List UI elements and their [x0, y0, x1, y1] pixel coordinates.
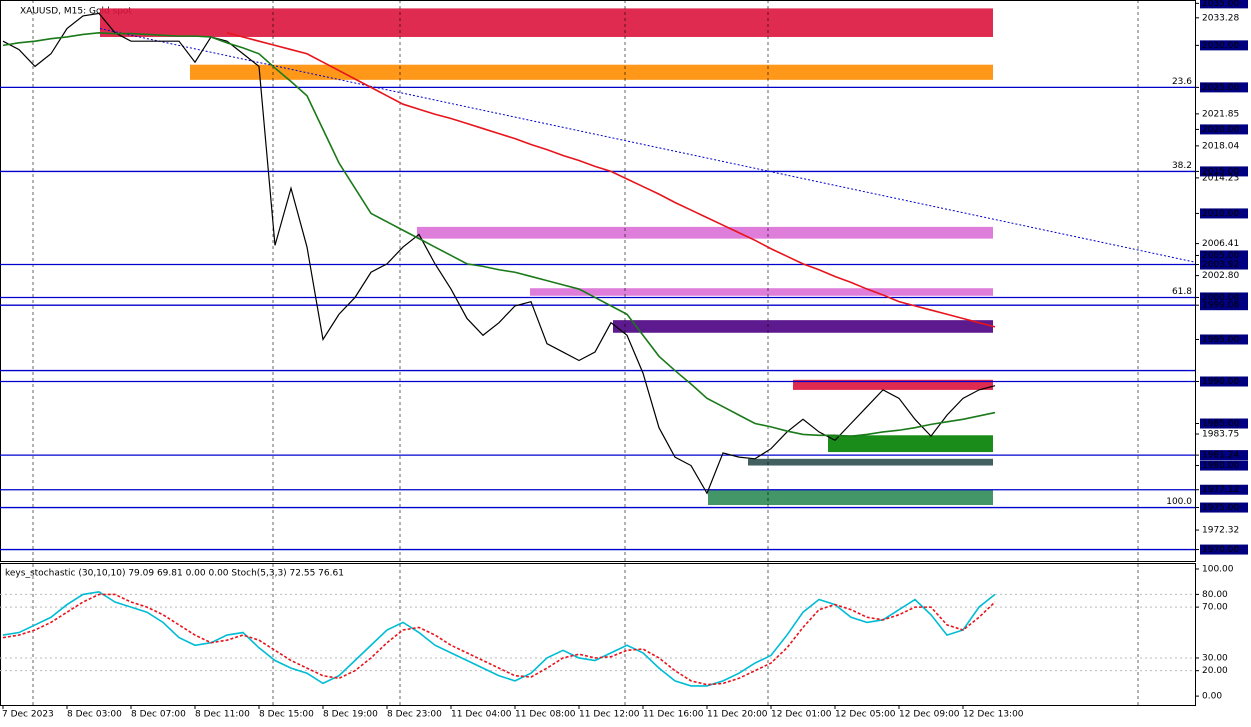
fib-label: 61.8 — [1172, 287, 1192, 297]
y-tick-label: 100.00 — [1202, 564, 1234, 574]
y-tick-label: 0.00 — [1202, 692, 1222, 702]
series-line — [2, 591, 996, 687]
y-tick-label: 1981.24 — [1202, 451, 1239, 461]
y-tick-label: 2021.85 — [1202, 109, 1239, 119]
x-tick-label: 12 Dec 09:00 — [899, 710, 960, 720]
x-tick-label: 11 Dec 16:00 — [643, 710, 704, 720]
y-tick-label: 2003.92 — [1202, 260, 1239, 270]
trendline — [99, 28, 1196, 263]
fib-label: 38.2 — [1172, 161, 1192, 171]
y-tick-box — [1200, 166, 1248, 177]
y-tick-box — [1200, 259, 1248, 270]
x-tick-label: 12 Dec 05:00 — [835, 710, 896, 720]
y-tick-label: 1977.12 — [1202, 485, 1239, 495]
y-tick-label: 2002.80 — [1202, 271, 1239, 281]
y-tick-label: 1985.00 — [1202, 419, 1239, 429]
y-tick-label: 2000.00 — [1202, 293, 1239, 303]
y-tick-box — [1200, 40, 1248, 51]
y-tick-box — [1200, 208, 1248, 219]
y-tick-label: 80.00 — [1202, 590, 1228, 600]
y-tick-label: 1975.00 — [1202, 503, 1239, 513]
x-tick-label: 8 Dec 15:00 — [259, 710, 314, 720]
x-tick-label: 8 Dec 11:00 — [195, 710, 250, 720]
y-tick-box — [1200, 484, 1248, 495]
fib-label: 23.6 — [1172, 77, 1192, 87]
y-tick-box — [1200, 292, 1248, 303]
zone — [708, 489, 993, 506]
y-tick-label: 1970.00 — [1202, 545, 1239, 555]
y-tick-box — [1200, 376, 1248, 387]
zone — [100, 8, 993, 37]
y-tick-label: 30.00 — [1202, 653, 1228, 663]
y-tick-label: 2005.00 — [1202, 251, 1239, 261]
y-tick-label: 1995.00 — [1202, 335, 1239, 345]
main-panel-frame — [0, 0, 1196, 562]
x-tick-label: 12 Dec 01:00 — [771, 710, 832, 720]
zone — [793, 379, 993, 390]
stoch-panel-frame — [0, 563, 1196, 706]
chart-title: XAUUSD, M15: Gold spot — [20, 7, 132, 17]
y-tick-box — [1200, 418, 1248, 429]
y-tick-box — [1200, 124, 1248, 135]
indicator-title: keys_stochastic (30,10,10) 79.09 69.81 0… — [5, 569, 344, 579]
y-tick-box — [1200, 460, 1248, 471]
fib-label: 100.0 — [1166, 497, 1192, 507]
zone — [417, 226, 993, 239]
x-tick-label: 11 Dec 12:00 — [579, 710, 640, 720]
x-tick-label: 7 Dec 2023 — [2, 710, 54, 720]
y-tick-label: 2014.23 — [1202, 173, 1239, 183]
y-tick-box — [1200, 0, 1248, 9]
y-tick-box — [1200, 82, 1248, 93]
x-tick-label: 12 Dec 13:00 — [963, 710, 1024, 720]
y-tick-label: 1980.00 — [1202, 461, 1239, 471]
y-tick-label: 1999.08 — [1202, 301, 1239, 311]
x-tick-label: 8 Dec 19:00 — [323, 710, 378, 720]
y-tick-label: 2006.41 — [1202, 239, 1239, 249]
y-tick-label: 1990.00 — [1202, 377, 1239, 387]
zone — [748, 458, 993, 466]
x-tick-label: 8 Dec 23:00 — [387, 710, 442, 720]
zone — [190, 64, 993, 80]
y-tick-box — [1200, 300, 1248, 311]
y-tick-box — [1200, 250, 1248, 261]
y-tick-box — [1200, 450, 1248, 461]
x-tick-label: 8 Dec 03:00 — [67, 710, 122, 720]
y-tick-label: 2025.00 — [1202, 83, 1239, 93]
y-tick-label: 2035.00 — [1202, 0, 1239, 9]
y-tick-label: 70.00 — [1202, 603, 1228, 613]
series-line — [226, 31, 996, 328]
x-tick-label: 8 Dec 07:00 — [131, 710, 186, 720]
y-tick-label: 2010.00 — [1202, 209, 1239, 219]
y-tick-label: 1972.32 — [1202, 526, 1239, 536]
y-tick-label: 2033.28 — [1202, 13, 1239, 23]
y-tick-label: 2020.00 — [1202, 125, 1239, 135]
x-tick-label: 11 Dec 20:00 — [707, 710, 768, 720]
y-tick-box — [1200, 334, 1248, 345]
series-line — [2, 12, 996, 495]
y-tick-label: 20.00 — [1202, 666, 1228, 676]
y-tick-label: 2018.04 — [1202, 141, 1239, 151]
zone — [613, 320, 993, 333]
y-tick-box — [1200, 502, 1248, 513]
y-tick-label: 2015.00 — [1202, 167, 1239, 177]
series-line — [2, 31, 996, 437]
y-tick-label: 2030.00 — [1202, 41, 1239, 51]
zone — [828, 435, 993, 453]
zone — [530, 288, 993, 296]
series-line — [2, 593, 996, 686]
y-tick-label: 1983.75 — [1202, 430, 1239, 440]
x-tick-label: 11 Dec 04:00 — [451, 710, 512, 720]
y-tick-box — [1200, 544, 1248, 555]
x-tick-label: 11 Dec 08:00 — [515, 710, 576, 720]
